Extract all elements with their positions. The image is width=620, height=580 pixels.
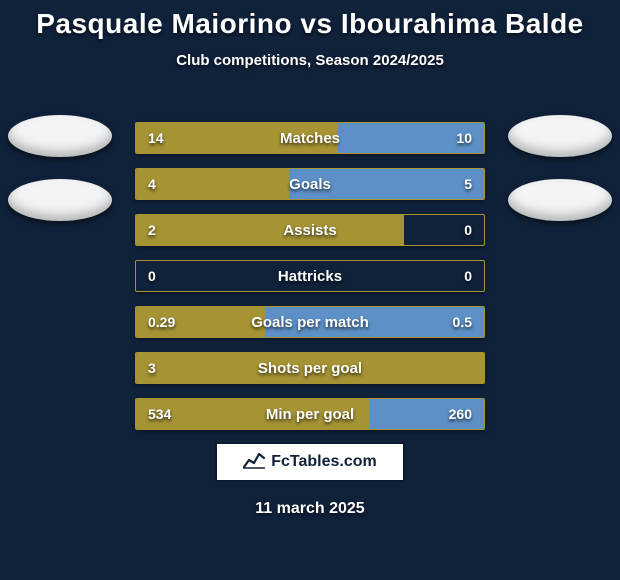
subtitle: Club competitions, Season 2024/2025 [0,52,620,69]
stat-row: Shots per goal3 [135,352,485,384]
stat-row: Hattricks0 0 [135,260,485,292]
stat-row: Min per goal534260 [135,398,485,430]
page-title: Pasquale Maiorino vs Ibourahima Balde [0,0,620,40]
stat-value-right: 0 [464,261,472,291]
avatar-column-left [8,115,112,221]
stat-bar-left [136,307,265,337]
stat-value-right: 0 [464,215,472,245]
stat-row: Assists20 [135,214,485,246]
avatar-column-right [508,115,612,221]
stat-label: Hattricks [136,261,484,291]
avatar-right [508,179,612,221]
avatar-right [508,115,612,157]
stat-bar-left [136,123,338,153]
footer-brand-text: FcTables.com [271,453,377,471]
stat-bar-right [369,399,484,429]
stat-row: Goals per match0.290.5 [135,306,485,338]
stat-bar-right [265,307,484,337]
stat-bar-right [289,169,484,199]
chart-icon [243,451,265,474]
stat-value-left: 0 [148,261,156,291]
stats-container: Matches1410Goals45Assists20Hattricks00Go… [135,122,485,430]
stat-bar-right [338,123,484,153]
stat-bar-left [136,169,289,199]
footer-badge: FcTables.com [215,442,405,482]
stat-row: Matches1410 [135,122,485,154]
avatar-left [8,115,112,157]
stat-bar-left [136,353,484,383]
stat-bar-left [136,215,404,245]
avatar-left [8,179,112,221]
stat-row: Goals45 [135,168,485,200]
stat-bar-left [136,399,369,429]
date-text: 11 march 2025 [0,500,620,518]
